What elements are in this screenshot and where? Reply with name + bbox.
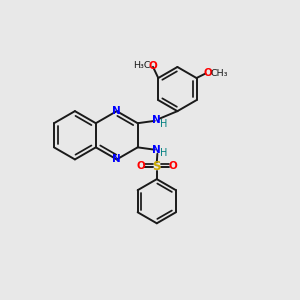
Text: S: S [152, 160, 161, 173]
Text: H: H [160, 119, 167, 129]
Text: O: O [148, 61, 157, 71]
Text: H₃C: H₃C [134, 61, 151, 70]
Text: O: O [136, 161, 145, 171]
Text: H: H [160, 148, 167, 158]
Text: N: N [152, 115, 161, 125]
Text: O: O [204, 68, 213, 78]
Text: O: O [168, 161, 177, 171]
Text: N: N [112, 154, 121, 164]
Text: CH₃: CH₃ [210, 68, 228, 77]
Text: N: N [112, 106, 121, 116]
Text: N: N [152, 145, 161, 155]
